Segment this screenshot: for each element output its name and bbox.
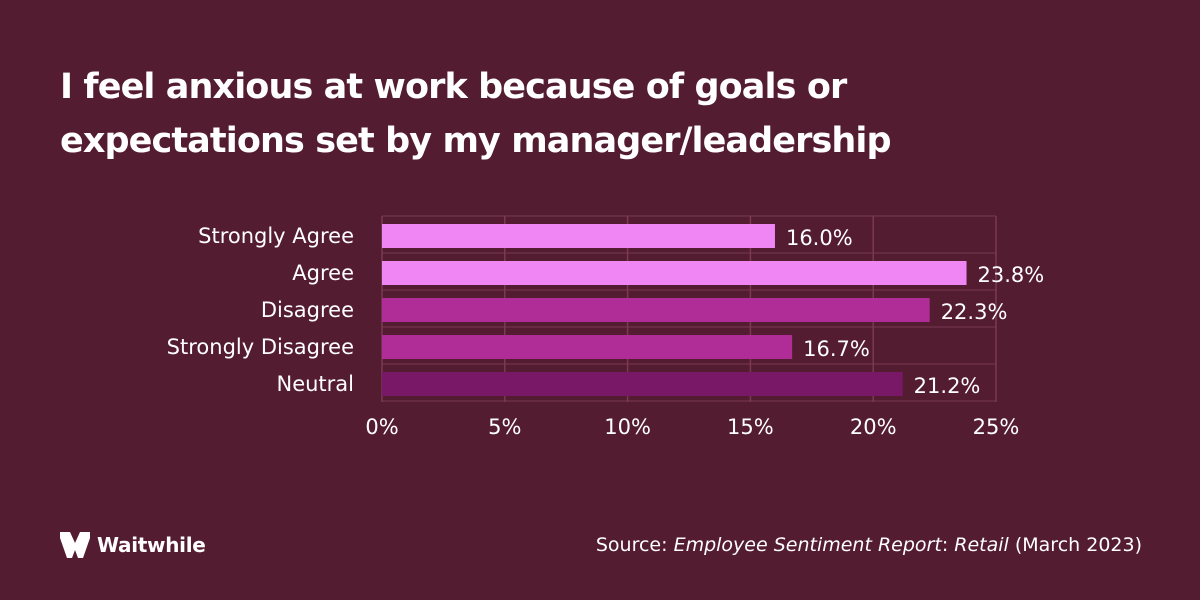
- value-label: 23.8%: [978, 263, 1045, 287]
- source-date: (March 2023): [1014, 534, 1142, 556]
- brand: Waitwhile: [60, 531, 206, 559]
- x-tick-label: 20%: [850, 415, 897, 439]
- source-colon: :: [941, 534, 949, 556]
- category-label: Agree: [292, 261, 354, 285]
- bar: [382, 372, 903, 396]
- category-label: Neutral: [276, 372, 354, 396]
- source-citation: Source: Employee Sentiment Report: Retai…: [596, 534, 1142, 556]
- x-tick-label: 0%: [365, 415, 398, 439]
- source-prefix: Source:: [595, 534, 668, 556]
- bars: [382, 224, 967, 396]
- x-tick-label: 15%: [727, 415, 774, 439]
- bar: [382, 224, 775, 248]
- category-label: Disagree: [261, 298, 354, 322]
- value-label: 16.0%: [786, 226, 853, 250]
- category-label: Strongly Agree: [198, 224, 354, 248]
- bar: [382, 335, 793, 359]
- source-sector: Retail: [954, 534, 1009, 556]
- category-label: Strongly Disagree: [167, 335, 354, 359]
- x-tick-label: 25%: [973, 415, 1020, 439]
- brand-name: Waitwhile: [97, 533, 206, 557]
- waitwhile-logo-icon: [60, 532, 90, 558]
- value-label: 21.2%: [914, 374, 981, 398]
- chart-title: I feel anxious at work because of goals …: [60, 67, 892, 161]
- grid-lines: [381, 215, 997, 402]
- bar: [382, 261, 967, 285]
- bar: [382, 298, 930, 322]
- value-label: 16.7%: [803, 337, 870, 361]
- labels: Strongly Agree 16.0% Agree 23.8% Disagree 22.…: [167, 224, 1045, 439]
- x-tick-label: 5%: [488, 415, 521, 439]
- x-tick-label: 10%: [604, 415, 651, 439]
- source-report: Employee Sentiment Report: [673, 534, 942, 556]
- value-label: 22.3%: [941, 300, 1008, 324]
